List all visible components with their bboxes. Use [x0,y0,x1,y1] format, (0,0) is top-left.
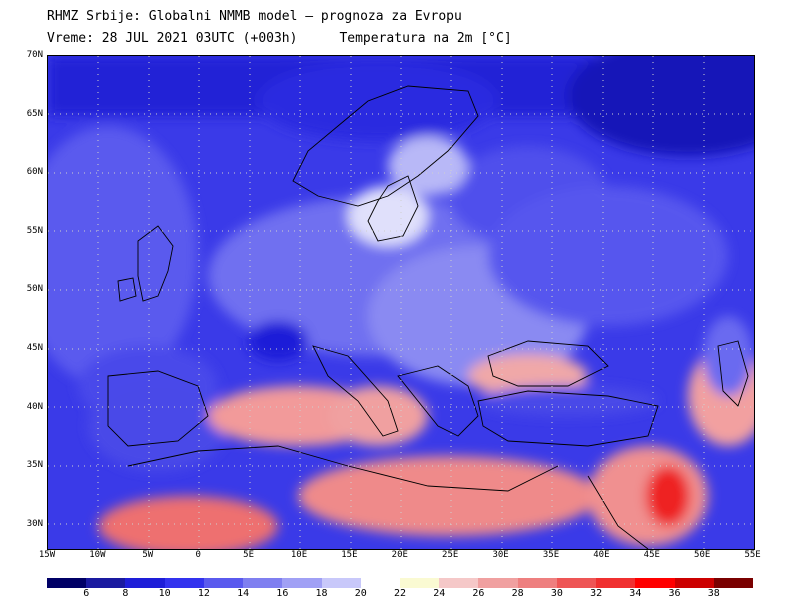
lon-tick-label: 5W [142,550,154,560]
graticule [48,56,754,549]
colorbar [47,578,753,588]
temperature-field [48,56,754,549]
lon-tick-label: 35E [542,550,560,560]
colorbar-box [517,578,557,588]
colorbar-box [282,578,322,588]
colorbar-box [674,578,714,588]
lon-tick-label: 50E [694,550,711,560]
lon-tick-label: 15E [341,550,358,560]
colorbar-box [321,578,361,588]
colorbar-box [439,578,479,588]
lon-tick-label: 5E [243,550,255,560]
lat-tick-label: 45N [26,343,43,353]
temperature-map[interactable] [47,55,755,550]
colorbar-label: 26 [472,588,485,599]
map-subtitle: Vreme: 28 JUL 2021 03UTC (+003h) Temperat… [47,31,512,47]
colorbar-box [478,578,518,588]
lat-tick-label: 40N [26,401,43,412]
map-title: RHMZ Srbije: Globalni NMMB model — progn… [47,9,462,24]
colorbar-label: 34 [629,588,642,599]
colorbar-label: 32 [590,588,603,599]
colorbar-box [243,578,283,588]
colorbar-label: 10 [158,588,171,599]
colorbar-box [164,578,204,588]
lon-tick-label: 10W [89,550,106,560]
lat-tick-label: 30N [26,518,43,529]
colorbar-box [86,578,126,588]
colorbar-label: 6 [83,588,90,599]
colorbar-label: 36 [668,588,681,599]
colorbar-box [596,578,636,588]
lon-tick-label: 15W [38,550,56,560]
valid-time: Vreme: 28 JUL 2021 03UTC (+003h) [47,31,298,46]
colorbar-label: 22 [393,588,407,599]
map-canvas [48,56,754,549]
colorbar-box [556,578,597,588]
lon-tick-label: 20E [391,550,408,560]
colorbar-box [399,578,440,588]
lon-tick-label: 55E [744,550,761,560]
lon-tick-label: 10E [290,550,308,560]
colorbar-label: 28 [511,588,524,599]
colorbar-box [635,578,675,588]
lon-tick-label: 0 [195,550,201,560]
colorbar-label: 8 [122,588,129,599]
colorbar-box [360,578,400,588]
lat-tick-label: 35N [26,460,43,471]
colorbar-box [125,578,165,588]
colorbar-label: 20 [354,588,367,599]
lat-tick-label: 60N [26,167,43,178]
colorbar-label: 24 [433,588,446,599]
lon-tick-label: 40E [593,550,610,560]
lat-tick-label: 65N [26,108,43,119]
colorbar-label: 14 [237,588,250,599]
lat-tick-label: 55N [26,225,43,236]
colorbar-label: 38 [707,588,720,599]
lat-tick-label: 50N [26,284,43,295]
colorbar-box [203,578,244,588]
colorbar-label: 16 [276,588,289,599]
lon-tick-label: 30E [492,550,509,560]
field-name: Temperatura na 2m [°C] [339,31,512,46]
colorbar-box [713,578,753,588]
colorbar-label: 30 [550,588,563,599]
lon-tick-label: 45E [643,550,660,560]
colorbar-box [47,578,87,588]
colorbar-label: 18 [315,588,328,599]
colorbar-label: 12 [197,588,210,599]
lat-tick-label: 70N [26,50,43,60]
lon-tick-label: 25E [442,550,459,560]
